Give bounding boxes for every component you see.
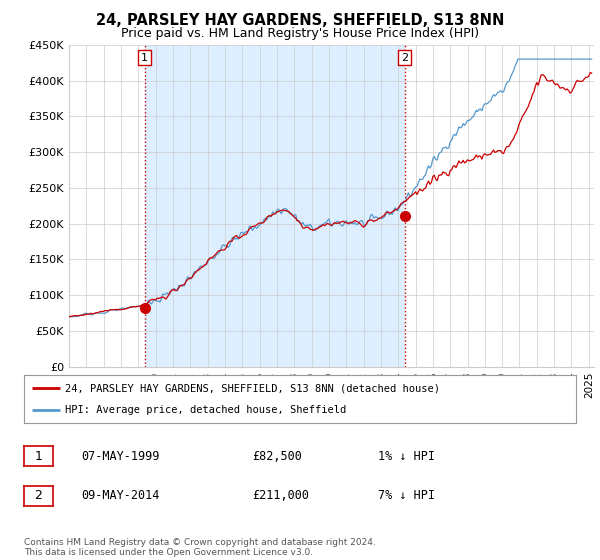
Text: 7% ↓ HPI: 7% ↓ HPI [378, 489, 435, 502]
Text: £211,000: £211,000 [252, 489, 309, 502]
Text: 1: 1 [141, 53, 148, 63]
Text: 2: 2 [401, 53, 408, 63]
Text: 07-MAY-1999: 07-MAY-1999 [81, 450, 160, 463]
Text: £82,500: £82,500 [252, 450, 302, 463]
Text: 2: 2 [34, 489, 43, 502]
Text: 09-MAY-2014: 09-MAY-2014 [81, 489, 160, 502]
Text: HPI: Average price, detached house, Sheffield: HPI: Average price, detached house, Shef… [65, 405, 347, 415]
Bar [145, 45, 404, 367]
Text: 24, PARSLEY HAY GARDENS, SHEFFIELD, S13 8NN (detached house): 24, PARSLEY HAY GARDENS, SHEFFIELD, S13 … [65, 383, 440, 393]
Text: Contains HM Land Registry data © Crown copyright and database right 2024.
This d: Contains HM Land Registry data © Crown c… [24, 538, 376, 557]
Text: 1% ↓ HPI: 1% ↓ HPI [378, 450, 435, 463]
Text: Price paid vs. HM Land Registry's House Price Index (HPI): Price paid vs. HM Land Registry's House … [121, 27, 479, 40]
Text: 1: 1 [34, 450, 43, 463]
Text: 24, PARSLEY HAY GARDENS, SHEFFIELD, S13 8NN: 24, PARSLEY HAY GARDENS, SHEFFIELD, S13 … [96, 13, 504, 28]
